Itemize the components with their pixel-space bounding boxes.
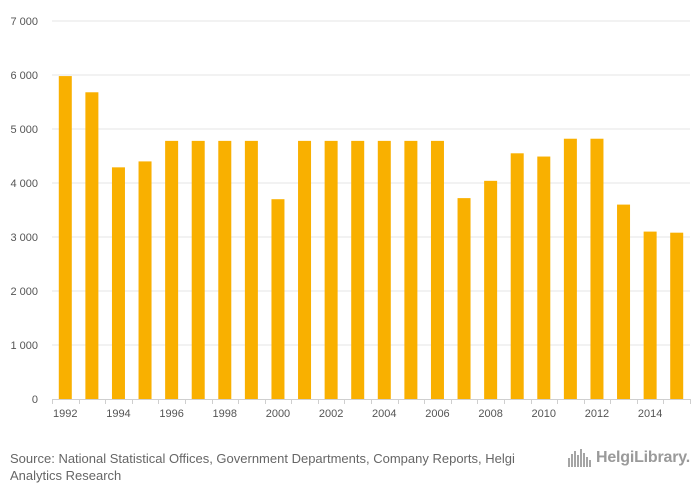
bar-2005[interactable] — [404, 140, 418, 399]
x-tick-label: 1996 — [159, 408, 183, 420]
bar-1996[interactable] — [165, 140, 179, 399]
y-tick-label: 5 000 — [10, 124, 38, 136]
bar-2012[interactable] — [590, 138, 604, 399]
bars — [58, 76, 684, 399]
helgilibrary-logo[interactable]: HelgiLibrary. — [567, 449, 690, 467]
y-tick-label: 4 000 — [10, 178, 38, 190]
x-tick-label: 2014 — [638, 408, 662, 420]
bar-1995[interactable] — [138, 161, 152, 399]
bar-2006[interactable] — [430, 140, 444, 399]
bar-1997[interactable] — [191, 140, 205, 399]
bar-2011[interactable] — [563, 138, 577, 399]
bar-2001[interactable] — [298, 140, 312, 399]
bar-2009[interactable] — [510, 153, 524, 399]
grid-lines — [52, 20, 690, 346]
bar-2013[interactable] — [617, 204, 631, 399]
source-label: Source: — [10, 451, 55, 466]
bar-1993[interactable] — [85, 92, 99, 399]
x-tick-label: 1994 — [106, 408, 130, 420]
y-tick-label: 3 000 — [10, 232, 38, 244]
x-axis — [52, 399, 691, 404]
y-tick-label: 7 000 — [10, 16, 38, 28]
city-skyline-icon — [567, 449, 592, 467]
bar-1999[interactable] — [244, 140, 258, 399]
bar-2003[interactable] — [351, 140, 365, 399]
y-tick-label: 1 000 — [10, 340, 38, 352]
y-tick-label: 0 — [32, 394, 38, 406]
x-tick-label: 1992 — [53, 408, 77, 420]
logo-text: HelgiLibrary. — [595, 449, 690, 466]
x-tick-label: 2002 — [319, 408, 343, 420]
x-tick-label: 2008 — [478, 408, 502, 420]
bar-1998[interactable] — [218, 140, 232, 399]
x-tick-label: 1998 — [213, 408, 237, 420]
bar-1992[interactable] — [58, 76, 72, 399]
bar-chart: 0 1 000 2 000 3 000 4 000 5 000 6 000 7 000 199… — [10, 16, 691, 420]
x-tick-label: 2006 — [425, 408, 449, 420]
x-tick-label: 2010 — [532, 408, 556, 420]
bar-2010[interactable] — [537, 156, 551, 399]
bar-2004[interactable] — [377, 140, 391, 399]
source-text: National Statistical Offices, Government… — [10, 451, 515, 483]
bar-2014[interactable] — [643, 231, 657, 399]
y-tick-label: 2 000 — [10, 286, 38, 298]
bar-2008[interactable] — [484, 180, 498, 399]
x-tick-label: 2000 — [266, 408, 290, 420]
x-tick-label: 2012 — [585, 408, 609, 420]
x-tick-label: 2004 — [372, 408, 396, 420]
x-axis-tick-labels: 1992 1994 1996 1998 2000 2002 2004 2006 2008 2010… — [53, 408, 662, 420]
bar-1994[interactable] — [111, 167, 125, 399]
bar-2000[interactable] — [271, 199, 285, 399]
bar-2007[interactable] — [457, 198, 471, 399]
source-note: Source: National Statistical Offices, Go… — [10, 450, 550, 484]
bar-2015[interactable] — [670, 232, 684, 399]
y-tick-label: 6 000 — [10, 70, 38, 82]
bar-2002[interactable] — [324, 140, 338, 399]
y-axis-tick-labels: 0 1 000 2 000 3 000 4 000 5 000 6 000 7 000 — [10, 16, 38, 406]
